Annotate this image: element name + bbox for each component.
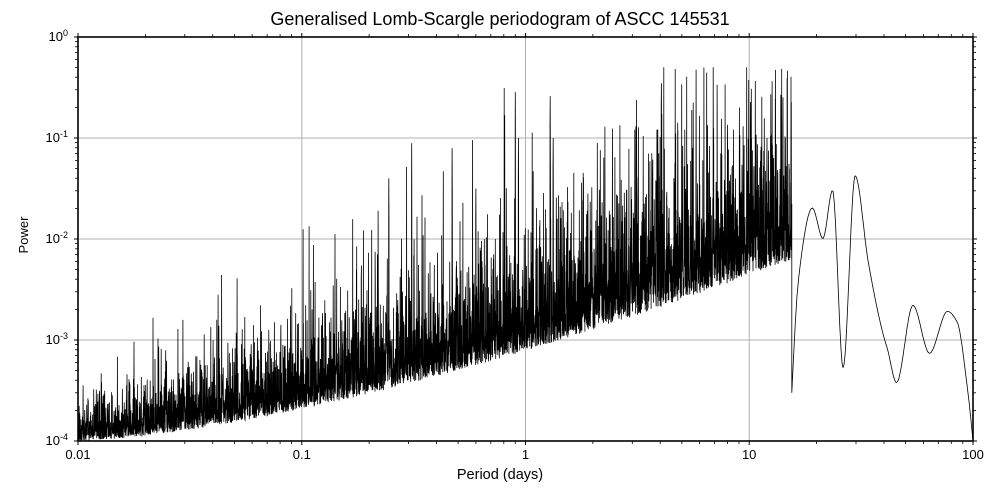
- svg-text:10-1: 10-1: [46, 129, 68, 145]
- svg-text:10-3: 10-3: [46, 331, 68, 347]
- svg-text:10-2: 10-2: [46, 230, 68, 246]
- svg-text:0.1: 0.1: [293, 447, 311, 462]
- svg-text:100: 100: [49, 28, 68, 44]
- svg-text:0.01: 0.01: [65, 447, 90, 462]
- svg-text:1: 1: [522, 447, 529, 462]
- svg-text:10: 10: [742, 447, 756, 462]
- svg-text:10-4: 10-4: [46, 432, 68, 448]
- svg-text:100: 100: [962, 447, 984, 462]
